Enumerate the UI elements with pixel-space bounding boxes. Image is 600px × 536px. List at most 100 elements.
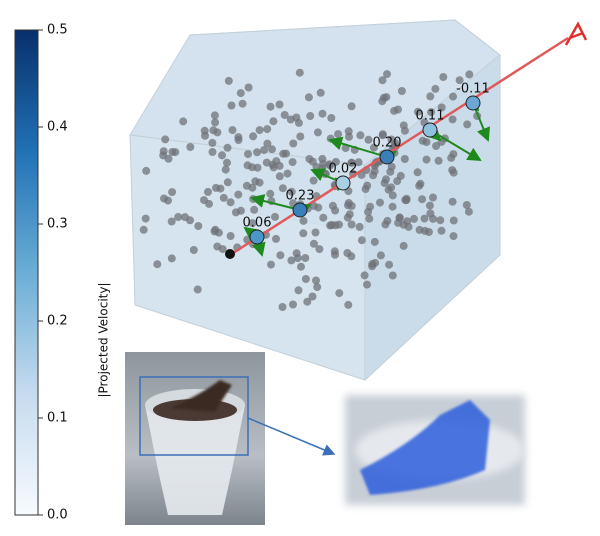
colorbar-label: |Projected Velocity| — [97, 282, 111, 397]
particle — [276, 251, 285, 260]
colorbar — [14, 29, 39, 516]
particle — [194, 222, 203, 230]
particle — [210, 227, 219, 236]
tick-label: 0.0 — [47, 508, 68, 523]
particle — [400, 155, 409, 163]
particle — [369, 143, 378, 152]
probe-label: 0.06 — [243, 216, 272, 231]
particle — [415, 225, 424, 234]
probe-point — [379, 149, 395, 165]
particle — [364, 135, 373, 144]
particle — [343, 249, 352, 257]
particle — [186, 143, 195, 151]
particle — [335, 220, 343, 229]
particle — [364, 207, 373, 216]
particle — [193, 285, 202, 294]
particle — [431, 84, 440, 93]
particle — [266, 189, 275, 198]
particle — [344, 300, 353, 309]
probe-label: 0.02 — [329, 162, 358, 177]
particle — [305, 155, 314, 163]
particle — [295, 68, 304, 77]
particle — [181, 213, 189, 222]
particle — [465, 70, 474, 79]
particle — [326, 221, 335, 230]
particle — [297, 262, 305, 271]
particle — [280, 111, 289, 119]
particle — [463, 120, 472, 129]
particle — [365, 214, 374, 223]
probe-point — [422, 122, 438, 138]
particle — [415, 181, 424, 190]
particle — [318, 154, 327, 163]
particle — [253, 148, 262, 157]
tick-label: 0.1 — [47, 411, 68, 426]
particle — [141, 214, 150, 223]
particle — [437, 226, 446, 235]
particle — [427, 108, 436, 117]
particle — [413, 107, 422, 116]
particle — [211, 118, 220, 127]
particle — [287, 256, 296, 265]
particle — [382, 175, 390, 184]
probe-point — [249, 229, 265, 245]
particle — [255, 178, 264, 187]
particle — [314, 203, 323, 212]
particle — [250, 205, 259, 214]
particle — [263, 139, 272, 148]
particle — [174, 213, 183, 221]
particle — [228, 126, 237, 135]
particle — [357, 236, 366, 245]
particle — [219, 193, 228, 202]
particle — [347, 202, 356, 210]
particle — [234, 190, 243, 199]
particle — [260, 146, 269, 154]
particle — [292, 113, 301, 122]
particle — [347, 220, 356, 229]
particle — [413, 168, 422, 177]
particle — [363, 280, 371, 289]
particle — [312, 276, 320, 285]
particle — [432, 142, 441, 150]
particle — [200, 126, 209, 135]
particle — [263, 125, 272, 134]
particle — [278, 184, 287, 193]
particle — [418, 195, 427, 204]
particle — [243, 161, 252, 170]
particle — [376, 198, 384, 207]
projection-axis — [229, 36, 569, 257]
particle — [168, 188, 177, 197]
particle — [334, 130, 343, 139]
particle — [227, 101, 236, 110]
origin-point — [225, 249, 235, 259]
particle — [269, 163, 278, 172]
tick-label: 0.3 — [47, 217, 68, 232]
particle — [171, 148, 180, 157]
particle — [455, 76, 464, 85]
probe-label: 0.23 — [286, 189, 315, 204]
probe-point — [335, 175, 351, 191]
particle — [385, 260, 394, 269]
particle — [226, 198, 235, 207]
particle — [462, 201, 471, 209]
particle — [142, 166, 151, 175]
particle — [399, 121, 408, 130]
particle — [426, 92, 435, 101]
particle — [208, 148, 217, 156]
particle — [200, 196, 208, 205]
particle — [368, 260, 377, 268]
particle — [347, 102, 356, 111]
particle — [283, 169, 292, 178]
particle — [153, 260, 162, 269]
probe-label: 0.20 — [373, 136, 402, 151]
particle — [318, 109, 327, 118]
particle — [271, 212, 279, 221]
particle — [275, 161, 284, 170]
particle — [299, 216, 308, 225]
particle — [160, 194, 168, 203]
particle — [347, 158, 356, 167]
particle — [354, 158, 363, 167]
particle — [420, 214, 429, 223]
particle — [397, 87, 406, 95]
particle — [327, 114, 336, 122]
